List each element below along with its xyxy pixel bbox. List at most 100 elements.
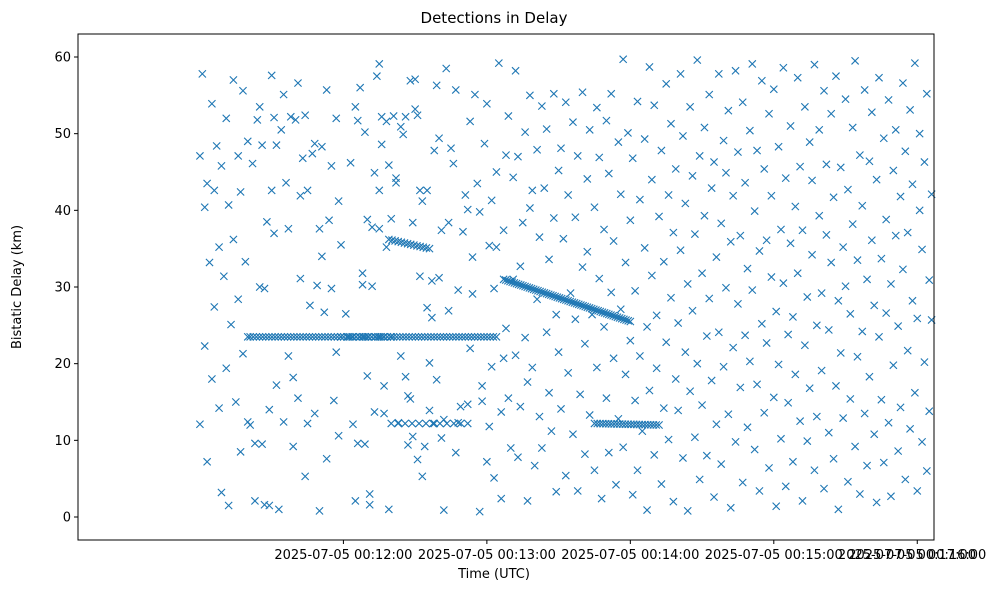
detection-marker — [284, 352, 293, 360]
detection-marker — [525, 204, 534, 213]
detection-marker — [695, 475, 704, 484]
detection-marker — [387, 214, 396, 223]
detection-marker — [382, 117, 391, 126]
detection-marker — [616, 190, 625, 199]
detection-marker — [516, 402, 525, 411]
detection-marker — [903, 228, 912, 237]
detection-marker — [578, 263, 587, 272]
detection-marker — [332, 114, 341, 123]
detection-marker — [448, 332, 457, 341]
detection-marker — [384, 505, 393, 514]
detection-marker — [540, 288, 549, 297]
detection-marker — [748, 286, 757, 295]
detection-marker — [355, 332, 364, 341]
detection-marker — [745, 126, 754, 135]
detection-marker — [611, 312, 620, 321]
detection-marker — [626, 216, 635, 225]
detection-marker — [700, 211, 709, 220]
detection-marker — [501, 276, 510, 285]
y-tick-label: 60 — [54, 51, 71, 66]
detection-marker — [527, 284, 536, 293]
detection-marker — [791, 370, 800, 379]
detection-marker — [463, 205, 472, 214]
detection-marker — [386, 332, 395, 341]
detection-marker — [401, 419, 410, 428]
detection-marker — [731, 66, 740, 75]
detection-marker — [549, 89, 558, 98]
detection-marker — [650, 101, 659, 110]
detection-marker — [554, 348, 563, 357]
detection-marker — [817, 289, 826, 298]
detection-marker — [365, 500, 374, 509]
detection-marker — [786, 239, 795, 248]
detection-marker — [243, 137, 252, 146]
detection-marker — [659, 404, 668, 413]
detection-marker — [499, 275, 508, 284]
detection-marker — [877, 254, 886, 263]
detection-marker — [222, 114, 231, 123]
detection-marker — [901, 147, 910, 156]
detection-marker — [419, 243, 428, 252]
detection-marker — [872, 175, 881, 184]
detection-marker — [531, 286, 540, 295]
detection-marker — [901, 475, 910, 484]
detection-marker — [375, 224, 384, 233]
detection-marker — [810, 466, 819, 475]
detection-marker — [503, 276, 512, 285]
detection-marker — [246, 332, 255, 341]
detection-marker — [631, 396, 640, 405]
detection-marker — [803, 292, 812, 301]
detection-marker — [301, 111, 310, 120]
detection-marker — [719, 362, 728, 371]
detection-marker — [918, 437, 927, 446]
detection-marker — [698, 269, 707, 278]
detection-marker — [439, 506, 448, 515]
detection-marker — [710, 158, 719, 167]
detection-marker — [875, 332, 883, 341]
detection-marker — [810, 60, 819, 69]
detection-marker — [377, 140, 386, 149]
detection-marker — [843, 185, 852, 194]
detection-marker — [258, 141, 267, 150]
detection-marker — [348, 420, 357, 429]
detection-marker — [915, 129, 924, 138]
detection-marker — [784, 398, 793, 407]
x-axis-label: Time (UTC) — [457, 567, 530, 582]
detection-marker — [645, 62, 654, 71]
detection-marker — [418, 197, 427, 206]
detection-marker — [320, 332, 329, 341]
detection-marker — [291, 115, 300, 124]
detection-marker — [662, 79, 671, 88]
detection-marker — [712, 420, 721, 429]
detection-marker — [279, 90, 288, 99]
detection-marker — [389, 112, 398, 121]
detection-marker — [590, 466, 599, 475]
detection-marker — [920, 158, 929, 167]
detection-marker — [767, 191, 776, 200]
detection-marker — [860, 85, 869, 94]
detection-marker — [533, 145, 542, 154]
detection-marker — [401, 112, 410, 121]
detection-marker — [588, 310, 597, 319]
detection-marker — [702, 332, 711, 341]
detection-marker — [492, 168, 501, 176]
detection-marker — [529, 285, 538, 294]
detection-marker — [359, 332, 368, 341]
detection-marker — [750, 207, 759, 216]
chart-title: Detections in Delay — [421, 9, 568, 27]
detection-marker — [356, 83, 365, 92]
detection-marker — [432, 81, 441, 90]
detection-marker — [894, 322, 903, 331]
detection-marker — [609, 354, 618, 363]
detection-marker — [352, 332, 361, 341]
detection-marker — [710, 493, 719, 502]
detection-marker — [733, 299, 742, 308]
detection-marker — [886, 492, 895, 501]
detection-marker — [580, 450, 589, 459]
detection-marker — [604, 169, 613, 178]
detection-marker — [776, 225, 785, 234]
detection-marker — [536, 287, 545, 296]
detection-marker — [487, 196, 496, 205]
detection-marker — [798, 226, 807, 235]
detection-marker — [425, 244, 434, 253]
